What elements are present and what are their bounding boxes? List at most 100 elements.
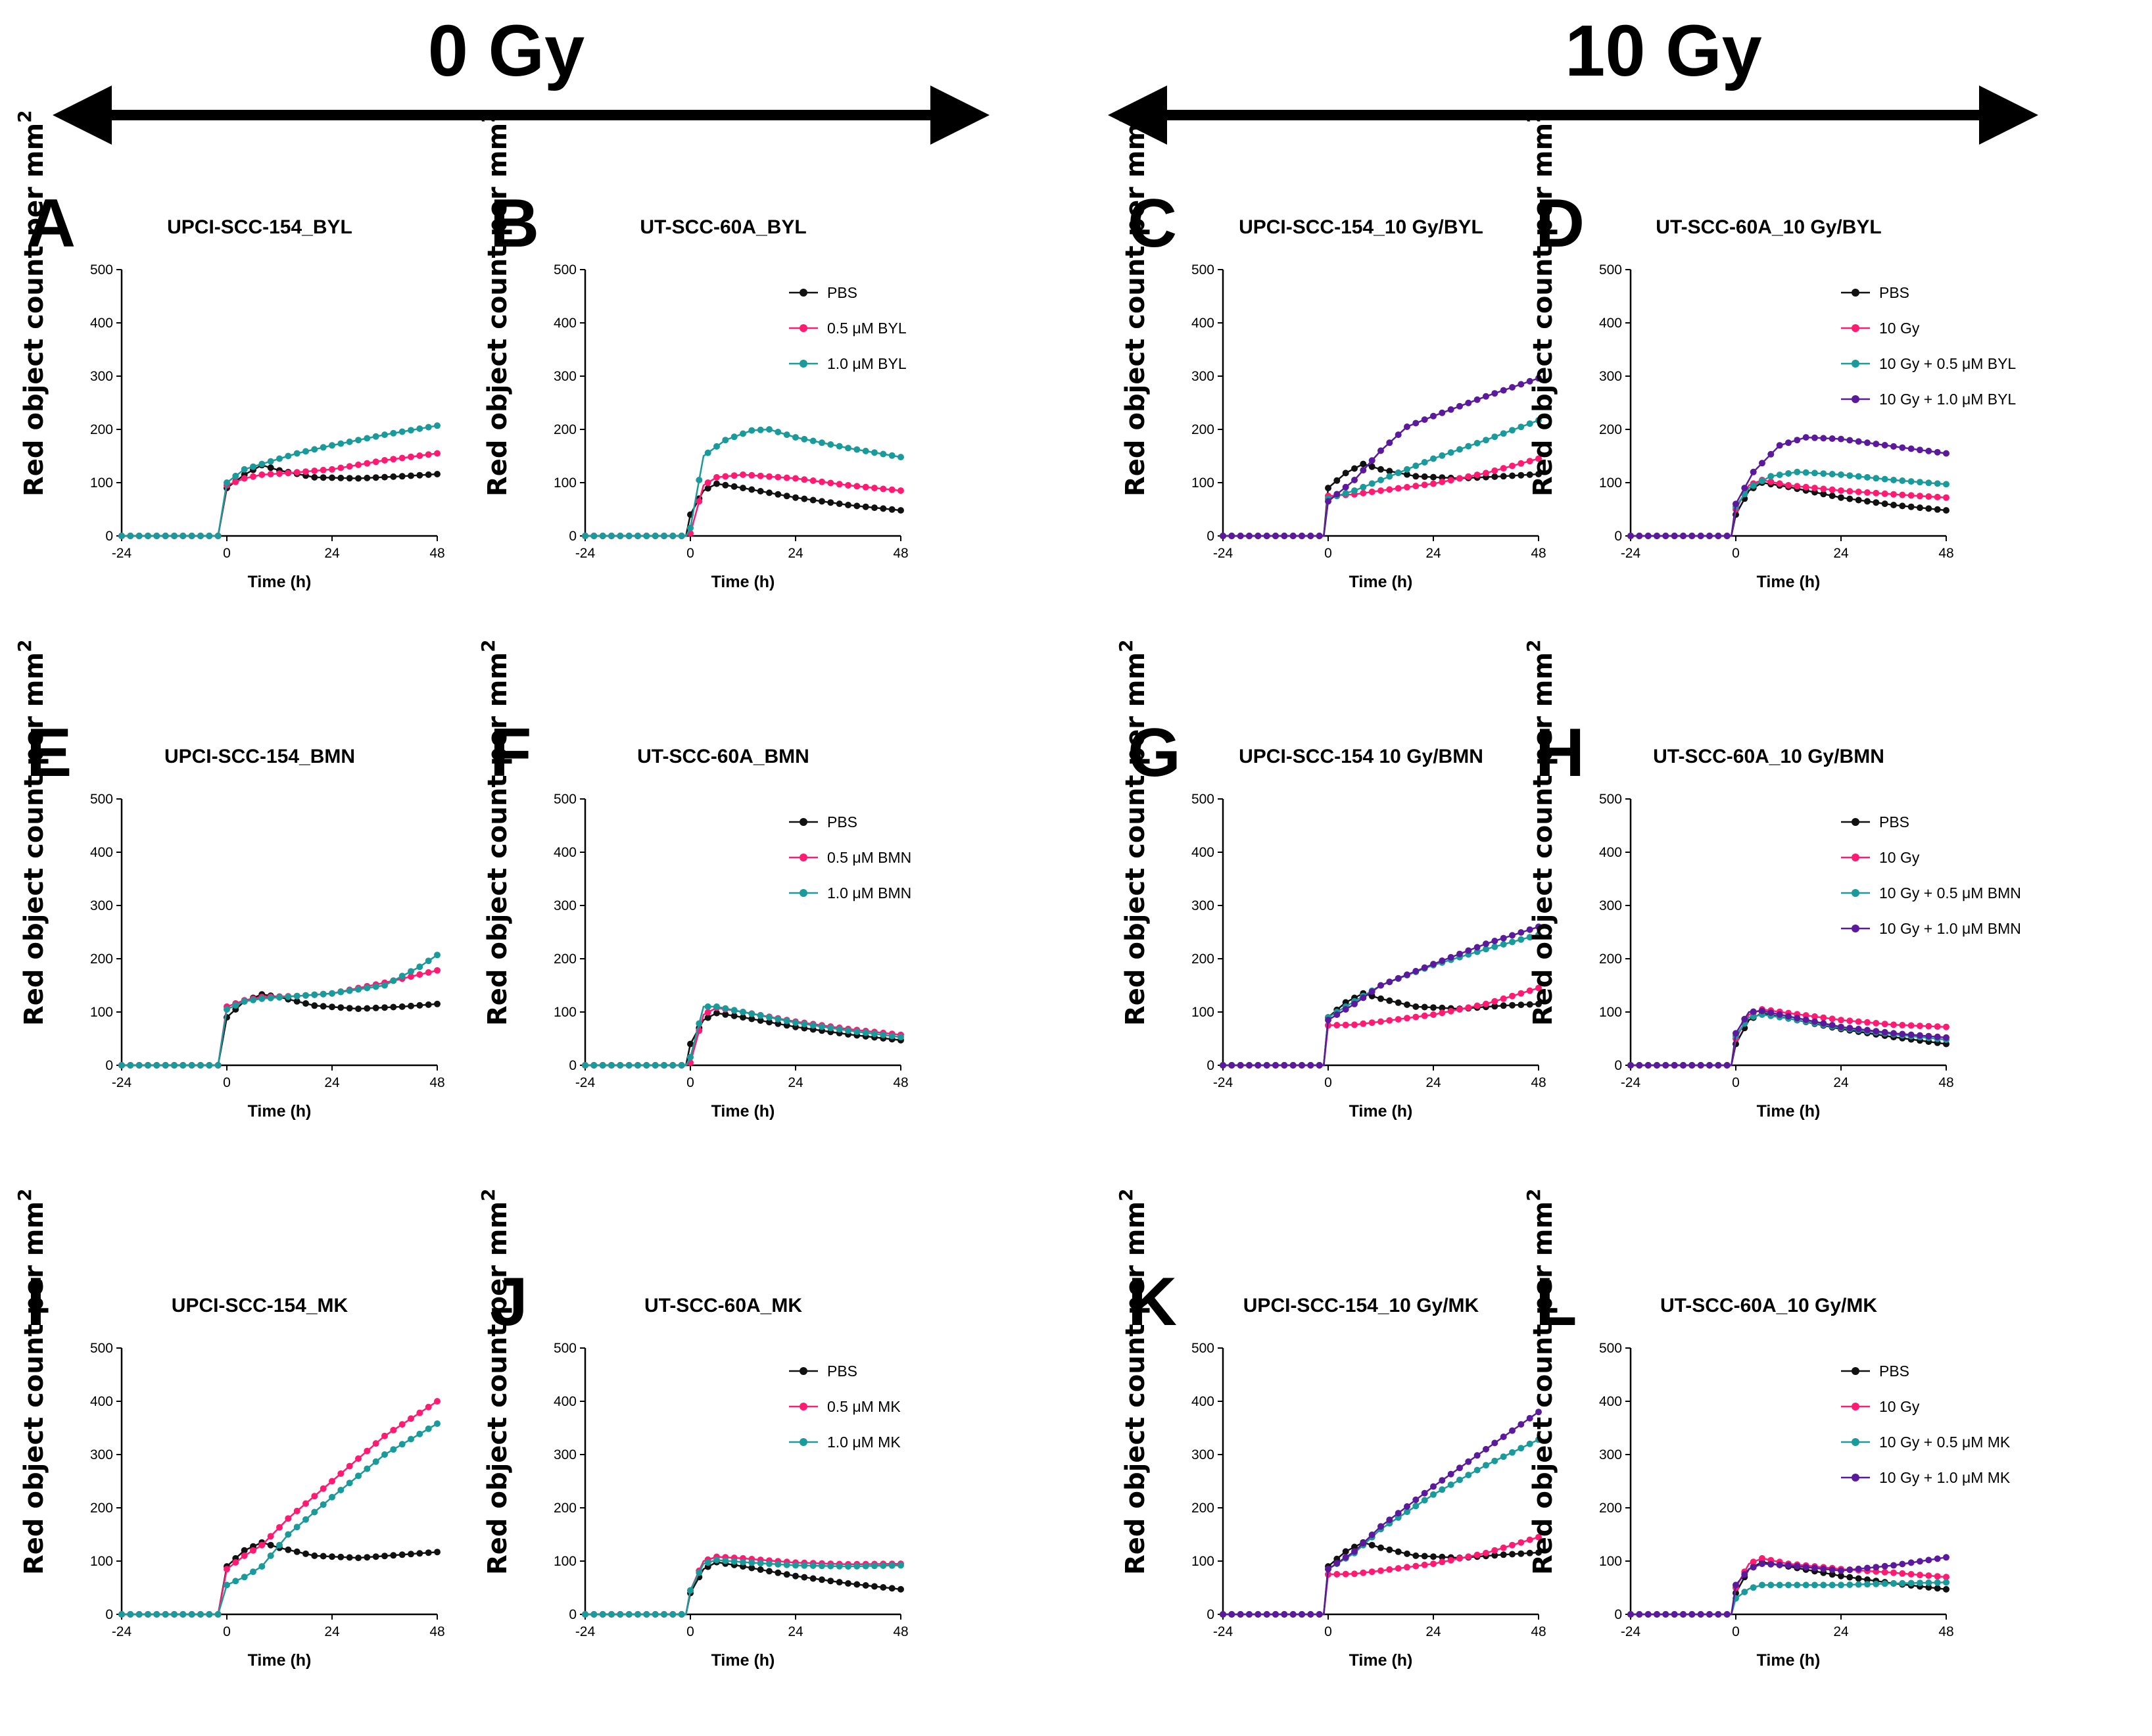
data-point <box>1873 475 1880 482</box>
data-point <box>390 473 397 480</box>
data-point <box>1509 1551 1516 1558</box>
data-point <box>1627 533 1634 539</box>
data-point <box>1500 1002 1507 1009</box>
data-point <box>364 984 371 992</box>
data-point <box>1421 473 1428 480</box>
data-point <box>1535 375 1542 382</box>
series-I-0 <box>118 1539 441 1618</box>
x-tick-label-E: -24 <box>112 1075 132 1090</box>
legend-label: 10 Gy + 1.0 μM BMN <box>1879 920 2021 937</box>
data-point <box>364 460 371 467</box>
data-point <box>1654 1611 1660 1618</box>
data-point <box>1811 470 1818 477</box>
data-point <box>1255 1062 1262 1069</box>
legend-swatch-marker <box>1852 854 1859 861</box>
panel-title-J: UT-SCC-60A_MK <box>644 1295 802 1316</box>
data-point <box>258 1563 266 1570</box>
data-point <box>1688 1062 1696 1069</box>
data-point <box>809 1575 817 1582</box>
data-point <box>1855 496 1862 504</box>
data-point <box>1439 957 1446 964</box>
data-point <box>1483 1000 1489 1007</box>
data-point <box>1802 469 1809 476</box>
data-point <box>425 969 432 976</box>
legend-swatch-marker <box>800 818 807 826</box>
data-point <box>1767 1009 1775 1017</box>
data-point <box>1811 434 1818 441</box>
panel-title-B: UT-SCC-60A_BYL <box>640 216 806 238</box>
legend-swatch-marker <box>800 324 807 332</box>
data-point <box>1228 533 1235 539</box>
panel-letter-K: K <box>1128 1264 1177 1340</box>
legend-swatch-marker <box>1852 1367 1859 1375</box>
legend-swatch-marker <box>1852 1474 1859 1482</box>
data-point <box>1741 485 1748 492</box>
legend-swatch-marker <box>800 1403 807 1410</box>
data-point <box>1917 1579 1923 1587</box>
data-point <box>1439 1558 1446 1566</box>
data-point <box>1421 416 1428 423</box>
data-point <box>329 1553 335 1560</box>
data-point <box>1342 470 1349 477</box>
x-tick-label-I: 48 <box>429 1624 444 1639</box>
series-A-2 <box>118 422 441 539</box>
x-tick-label-D: 48 <box>1938 546 1953 561</box>
x-axis-label-G: Time (h) <box>1349 1102 1413 1121</box>
data-point <box>127 533 134 539</box>
data-point <box>171 533 178 539</box>
data-point <box>1351 1000 1358 1007</box>
panel-title-D: UT-SCC-60A_10 Gy/BYL <box>1656 216 1881 238</box>
data-point <box>1697 533 1704 539</box>
data-point <box>1820 1020 1827 1027</box>
y-tick-label-F: 100 <box>554 1005 577 1020</box>
y-tick-label-C: 100 <box>1191 475 1214 491</box>
data-point <box>1899 1030 1906 1038</box>
x-axis-label-H: Time (h) <box>1757 1102 1821 1121</box>
data-point <box>1943 494 1949 501</box>
data-point <box>661 1611 667 1618</box>
data-point <box>1526 926 1533 933</box>
data-point <box>661 1062 667 1069</box>
data-point <box>276 1524 283 1531</box>
y-tick-label-G: 0 <box>1207 1058 1214 1073</box>
data-point <box>1281 1062 1288 1069</box>
data-point <box>1465 1553 1472 1560</box>
data-point <box>224 1006 230 1013</box>
data-point <box>1899 1570 1906 1577</box>
data-point <box>1838 1017 1844 1024</box>
data-point <box>320 990 327 998</box>
data-point <box>1671 1611 1678 1618</box>
data-point <box>381 431 388 439</box>
data-point <box>1654 533 1660 539</box>
data-point <box>608 533 615 539</box>
data-point <box>145 1062 151 1069</box>
data-point <box>1535 1000 1542 1007</box>
data-point <box>1263 1611 1270 1618</box>
x-tick-label-C: 24 <box>1425 546 1441 561</box>
data-point <box>1333 491 1341 498</box>
data-point <box>1246 1611 1253 1618</box>
data-point <box>416 1001 423 1009</box>
x-tick-label-L: 0 <box>1732 1624 1740 1639</box>
data-point <box>862 447 869 454</box>
data-point <box>1377 1018 1384 1025</box>
data-point <box>1395 1016 1402 1023</box>
data-point <box>267 458 274 465</box>
data-point <box>1500 934 1507 942</box>
panel-G: G UPCI-SCC-154 10 Gy/BMN Red object count … <box>1115 639 1546 1121</box>
data-point <box>1943 507 1949 514</box>
data-point <box>1509 992 1516 1000</box>
panel-letter-A: A <box>26 185 76 262</box>
data-point <box>293 1507 300 1514</box>
y-tick-label-K: 500 <box>1191 1341 1214 1356</box>
data-point <box>757 1017 764 1024</box>
data-point <box>1925 505 1932 512</box>
data-point <box>652 1062 659 1069</box>
data-point <box>1412 1013 1420 1021</box>
data-point <box>730 1007 738 1014</box>
data-point <box>1526 934 1533 941</box>
data-point <box>127 1611 134 1618</box>
data-point <box>1483 1549 1489 1556</box>
data-point <box>1237 1611 1244 1618</box>
